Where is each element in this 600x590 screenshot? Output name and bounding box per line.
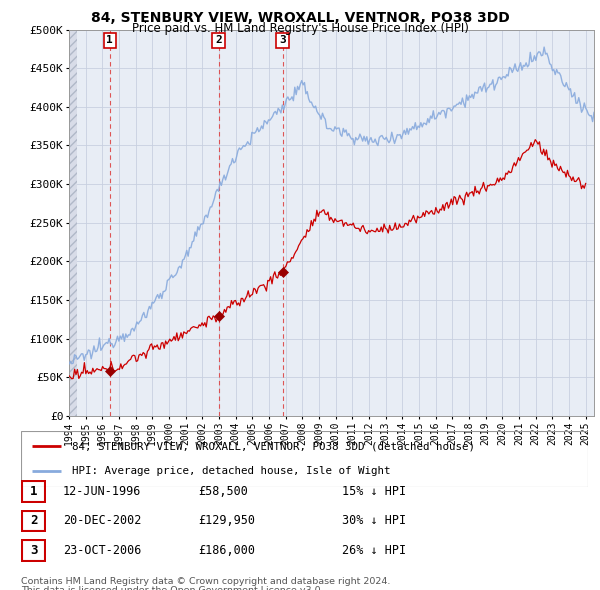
Text: Price paid vs. HM Land Registry's House Price Index (HPI): Price paid vs. HM Land Registry's House … xyxy=(131,22,469,35)
Text: 15% ↓ HPI: 15% ↓ HPI xyxy=(342,485,406,498)
Text: 20-DEC-2002: 20-DEC-2002 xyxy=(63,514,142,527)
Text: Contains HM Land Registry data © Crown copyright and database right 2024.: Contains HM Land Registry data © Crown c… xyxy=(21,577,391,586)
Text: £186,000: £186,000 xyxy=(198,544,255,557)
Text: 84, STENBURY VIEW, WROXALL, VENTNOR, PO38 3DD (detached house): 84, STENBURY VIEW, WROXALL, VENTNOR, PO3… xyxy=(72,441,475,451)
Bar xyxy=(69,30,77,416)
Text: 30% ↓ HPI: 30% ↓ HPI xyxy=(342,514,406,527)
Text: 3: 3 xyxy=(279,35,286,45)
Text: 23-OCT-2006: 23-OCT-2006 xyxy=(63,544,142,557)
Text: 2: 2 xyxy=(30,514,37,527)
Text: £58,500: £58,500 xyxy=(198,485,248,498)
Text: 26% ↓ HPI: 26% ↓ HPI xyxy=(342,544,406,557)
Text: This data is licensed under the Open Government Licence v3.0.: This data is licensed under the Open Gov… xyxy=(21,586,323,590)
Text: 3: 3 xyxy=(30,544,37,557)
Text: £129,950: £129,950 xyxy=(198,514,255,527)
Text: 1: 1 xyxy=(106,35,113,45)
Text: 12-JUN-1996: 12-JUN-1996 xyxy=(63,485,142,498)
Text: 1: 1 xyxy=(30,485,37,498)
Text: HPI: Average price, detached house, Isle of Wight: HPI: Average price, detached house, Isle… xyxy=(72,466,391,476)
Text: 84, STENBURY VIEW, WROXALL, VENTNOR, PO38 3DD: 84, STENBURY VIEW, WROXALL, VENTNOR, PO3… xyxy=(91,11,509,25)
Text: 2: 2 xyxy=(215,35,222,45)
